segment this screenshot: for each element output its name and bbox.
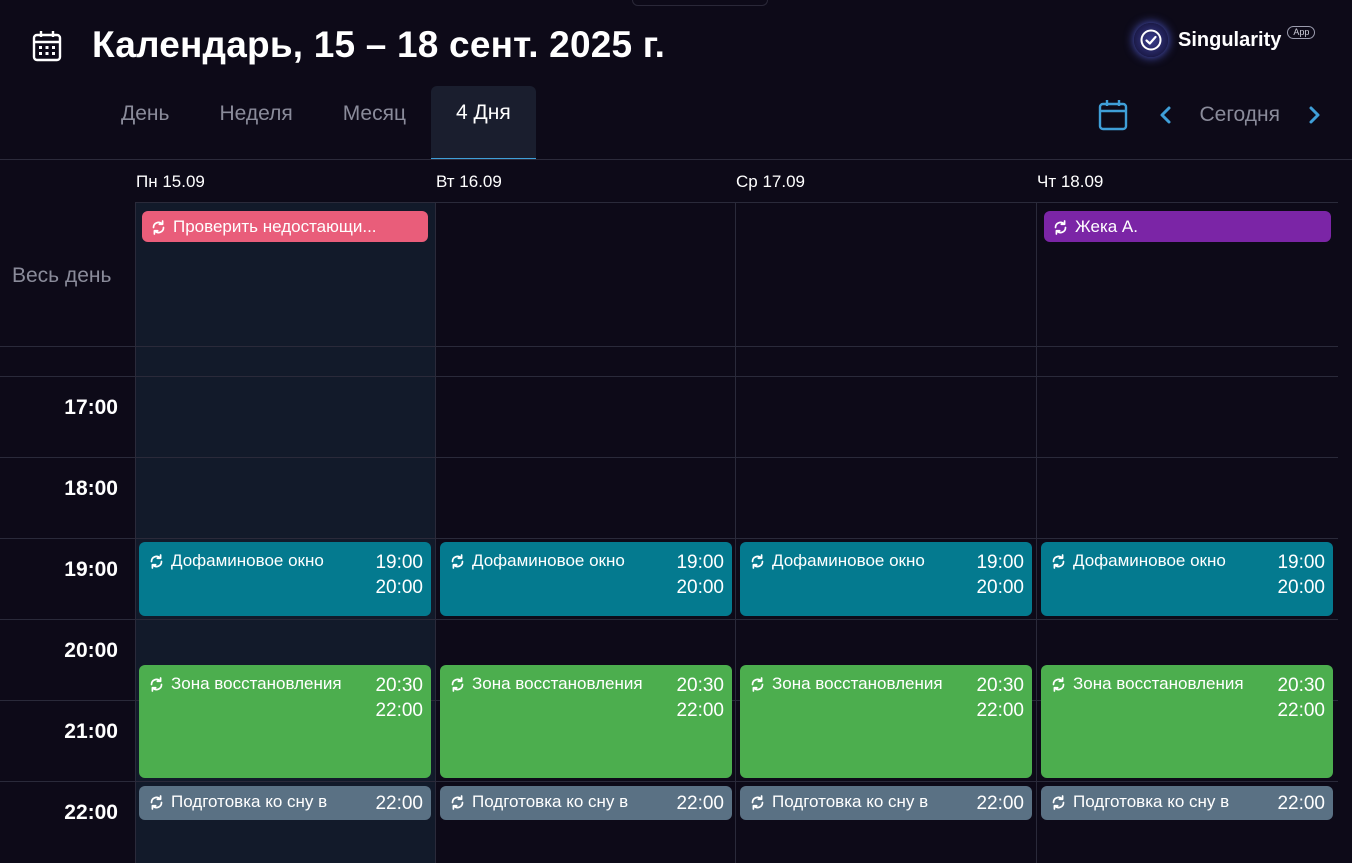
event-title: Зона восстановления [472, 674, 643, 693]
event-title: Подготовка ко сну в [1073, 792, 1230, 811]
date-picker-icon[interactable] [1098, 99, 1128, 131]
event-recovery-mon[interactable]: Зона восстановления 20:30 22:00 [139, 665, 431, 778]
event-times: 22:00 [375, 793, 423, 814]
day-header-mon: Пн 15.09 [136, 172, 205, 191]
repeat-icon [751, 554, 764, 569]
event-title: Жека А. [1075, 216, 1138, 236]
repeat-icon [152, 220, 165, 235]
event-times: 19:00 20:00 [1277, 552, 1325, 598]
event-title: Дофаминовое окно [1073, 551, 1226, 570]
event-title: Дофаминовое окно [472, 551, 625, 570]
chevron-left-icon[interactable] [1158, 104, 1174, 126]
column-divider [435, 202, 436, 863]
event-recovery-tue[interactable]: Зона восстановления 20:30 22:00 [440, 665, 732, 778]
day-header-tue: Вт 16.09 [436, 172, 502, 191]
event-times: 19:00 20:00 [676, 552, 724, 598]
row-divider [0, 619, 1338, 620]
repeat-icon [1052, 554, 1065, 569]
event-title: Зона восстановления [772, 674, 943, 693]
hour-label-18: 18:00 [64, 477, 118, 500]
tab-day[interactable]: День [121, 102, 170, 125]
event-times: 20:30 22:00 [1277, 675, 1325, 721]
row-divider [0, 346, 1338, 347]
row-divider [0, 538, 1338, 539]
event-title: Дофаминовое окно [772, 551, 925, 570]
event-sleep-thu[interactable]: Подготовка ко сну в 22:00 [1041, 786, 1333, 820]
repeat-icon [751, 795, 764, 810]
tab-4-days[interactable]: 4 Дня [431, 86, 536, 160]
event-title: Подготовка ко сну в [772, 792, 929, 811]
hour-label-17: 17:00 [64, 396, 118, 419]
hour-label-20: 20:00 [64, 639, 118, 662]
tab-month[interactable]: Месяц [342, 102, 407, 125]
event-times: 22:00 [676, 793, 724, 814]
view-tabs: День Неделя Месяц 4 Дня [96, 86, 536, 160]
brand-name: Singularity [1178, 28, 1282, 51]
event-title: Проверить недостающи... [173, 216, 377, 236]
event-times: 22:00 [976, 793, 1024, 814]
row-divider [0, 376, 1338, 377]
tab-week[interactable]: Неделя [219, 102, 293, 125]
calendar-grid: Пн 15.09 Вт 16.09 Ср 17.09 Чт 18.09 Весь… [0, 160, 1352, 863]
event-times: 22:00 [1277, 793, 1325, 814]
repeat-icon [1052, 795, 1065, 810]
hour-label-19: 19:00 [64, 558, 118, 581]
all-day-event[interactable]: Проверить недостающи... [142, 211, 428, 242]
page-title: Календарь, 15 – 18 сент. 2025 г. [92, 24, 666, 65]
event-times: 19:00 20:00 [375, 552, 423, 598]
event-times: 20:30 22:00 [375, 675, 423, 721]
repeat-icon [451, 677, 464, 692]
repeat-icon [1052, 677, 1065, 692]
event-recovery-thu[interactable]: Зона восстановления 20:30 22:00 [1041, 665, 1333, 778]
day-header-thu: Чт 18.09 [1037, 172, 1104, 191]
brand-badge: App [1287, 25, 1316, 39]
event-times: 20:30 22:00 [976, 675, 1024, 721]
row-divider [0, 457, 1338, 458]
repeat-icon [451, 795, 464, 810]
event-sleep-mon[interactable]: Подготовка ко сну в 22:00 [139, 786, 431, 820]
event-title: Подготовка ко сну в [472, 792, 629, 811]
event-recovery-wed[interactable]: Зона восстановления 20:30 22:00 [740, 665, 1032, 778]
day-header-wed: Ср 17.09 [736, 172, 805, 191]
chevron-right-icon[interactable] [1306, 104, 1322, 126]
event-times: 20:30 22:00 [676, 675, 724, 721]
column-divider [1036, 202, 1037, 863]
column-divider [735, 202, 736, 863]
repeat-icon [150, 677, 163, 692]
event-dopamine-mon[interactable]: Дофаминовое окно 19:00 20:00 [139, 542, 431, 616]
hour-label-21: 21:00 [64, 720, 118, 743]
singularity-logo-icon [1134, 23, 1168, 57]
today-button[interactable]: Сегодня [1199, 103, 1280, 126]
event-dopamine-tue[interactable]: Дофаминовое окно 19:00 20:00 [440, 542, 732, 616]
brand[interactable]: Singularity App [1134, 22, 1316, 58]
row-divider [0, 781, 1338, 782]
window-notch [632, 0, 768, 6]
repeat-icon [451, 554, 464, 569]
event-dopamine-thu[interactable]: Дофаминовое окно 19:00 20:00 [1041, 542, 1333, 616]
all-day-event[interactable]: Жека А. [1044, 211, 1331, 242]
event-sleep-wed[interactable]: Подготовка ко сну в 22:00 [740, 786, 1032, 820]
hour-label-22: 22:00 [64, 801, 118, 824]
event-title: Зона восстановления [1073, 674, 1244, 693]
event-title: Дофаминовое окно [171, 551, 324, 570]
repeat-icon [1054, 220, 1067, 235]
column-divider [135, 202, 136, 863]
repeat-icon [150, 795, 163, 810]
repeat-icon [751, 677, 764, 692]
repeat-icon [150, 554, 163, 569]
event-times: 19:00 20:00 [976, 552, 1024, 598]
calendar-icon [32, 31, 62, 62]
event-title: Подготовка ко сну в [171, 792, 328, 811]
all-day-label: Весь день [12, 264, 112, 287]
date-navigation: Сегодня [1098, 96, 1322, 134]
event-sleep-tue[interactable]: Подготовка ко сну в 22:00 [440, 786, 732, 820]
header-divider [0, 159, 1352, 160]
event-title: Зона восстановления [171, 674, 342, 693]
event-dopamine-wed[interactable]: Дофаминовое окно 19:00 20:00 [740, 542, 1032, 616]
row-divider [136, 202, 1338, 203]
